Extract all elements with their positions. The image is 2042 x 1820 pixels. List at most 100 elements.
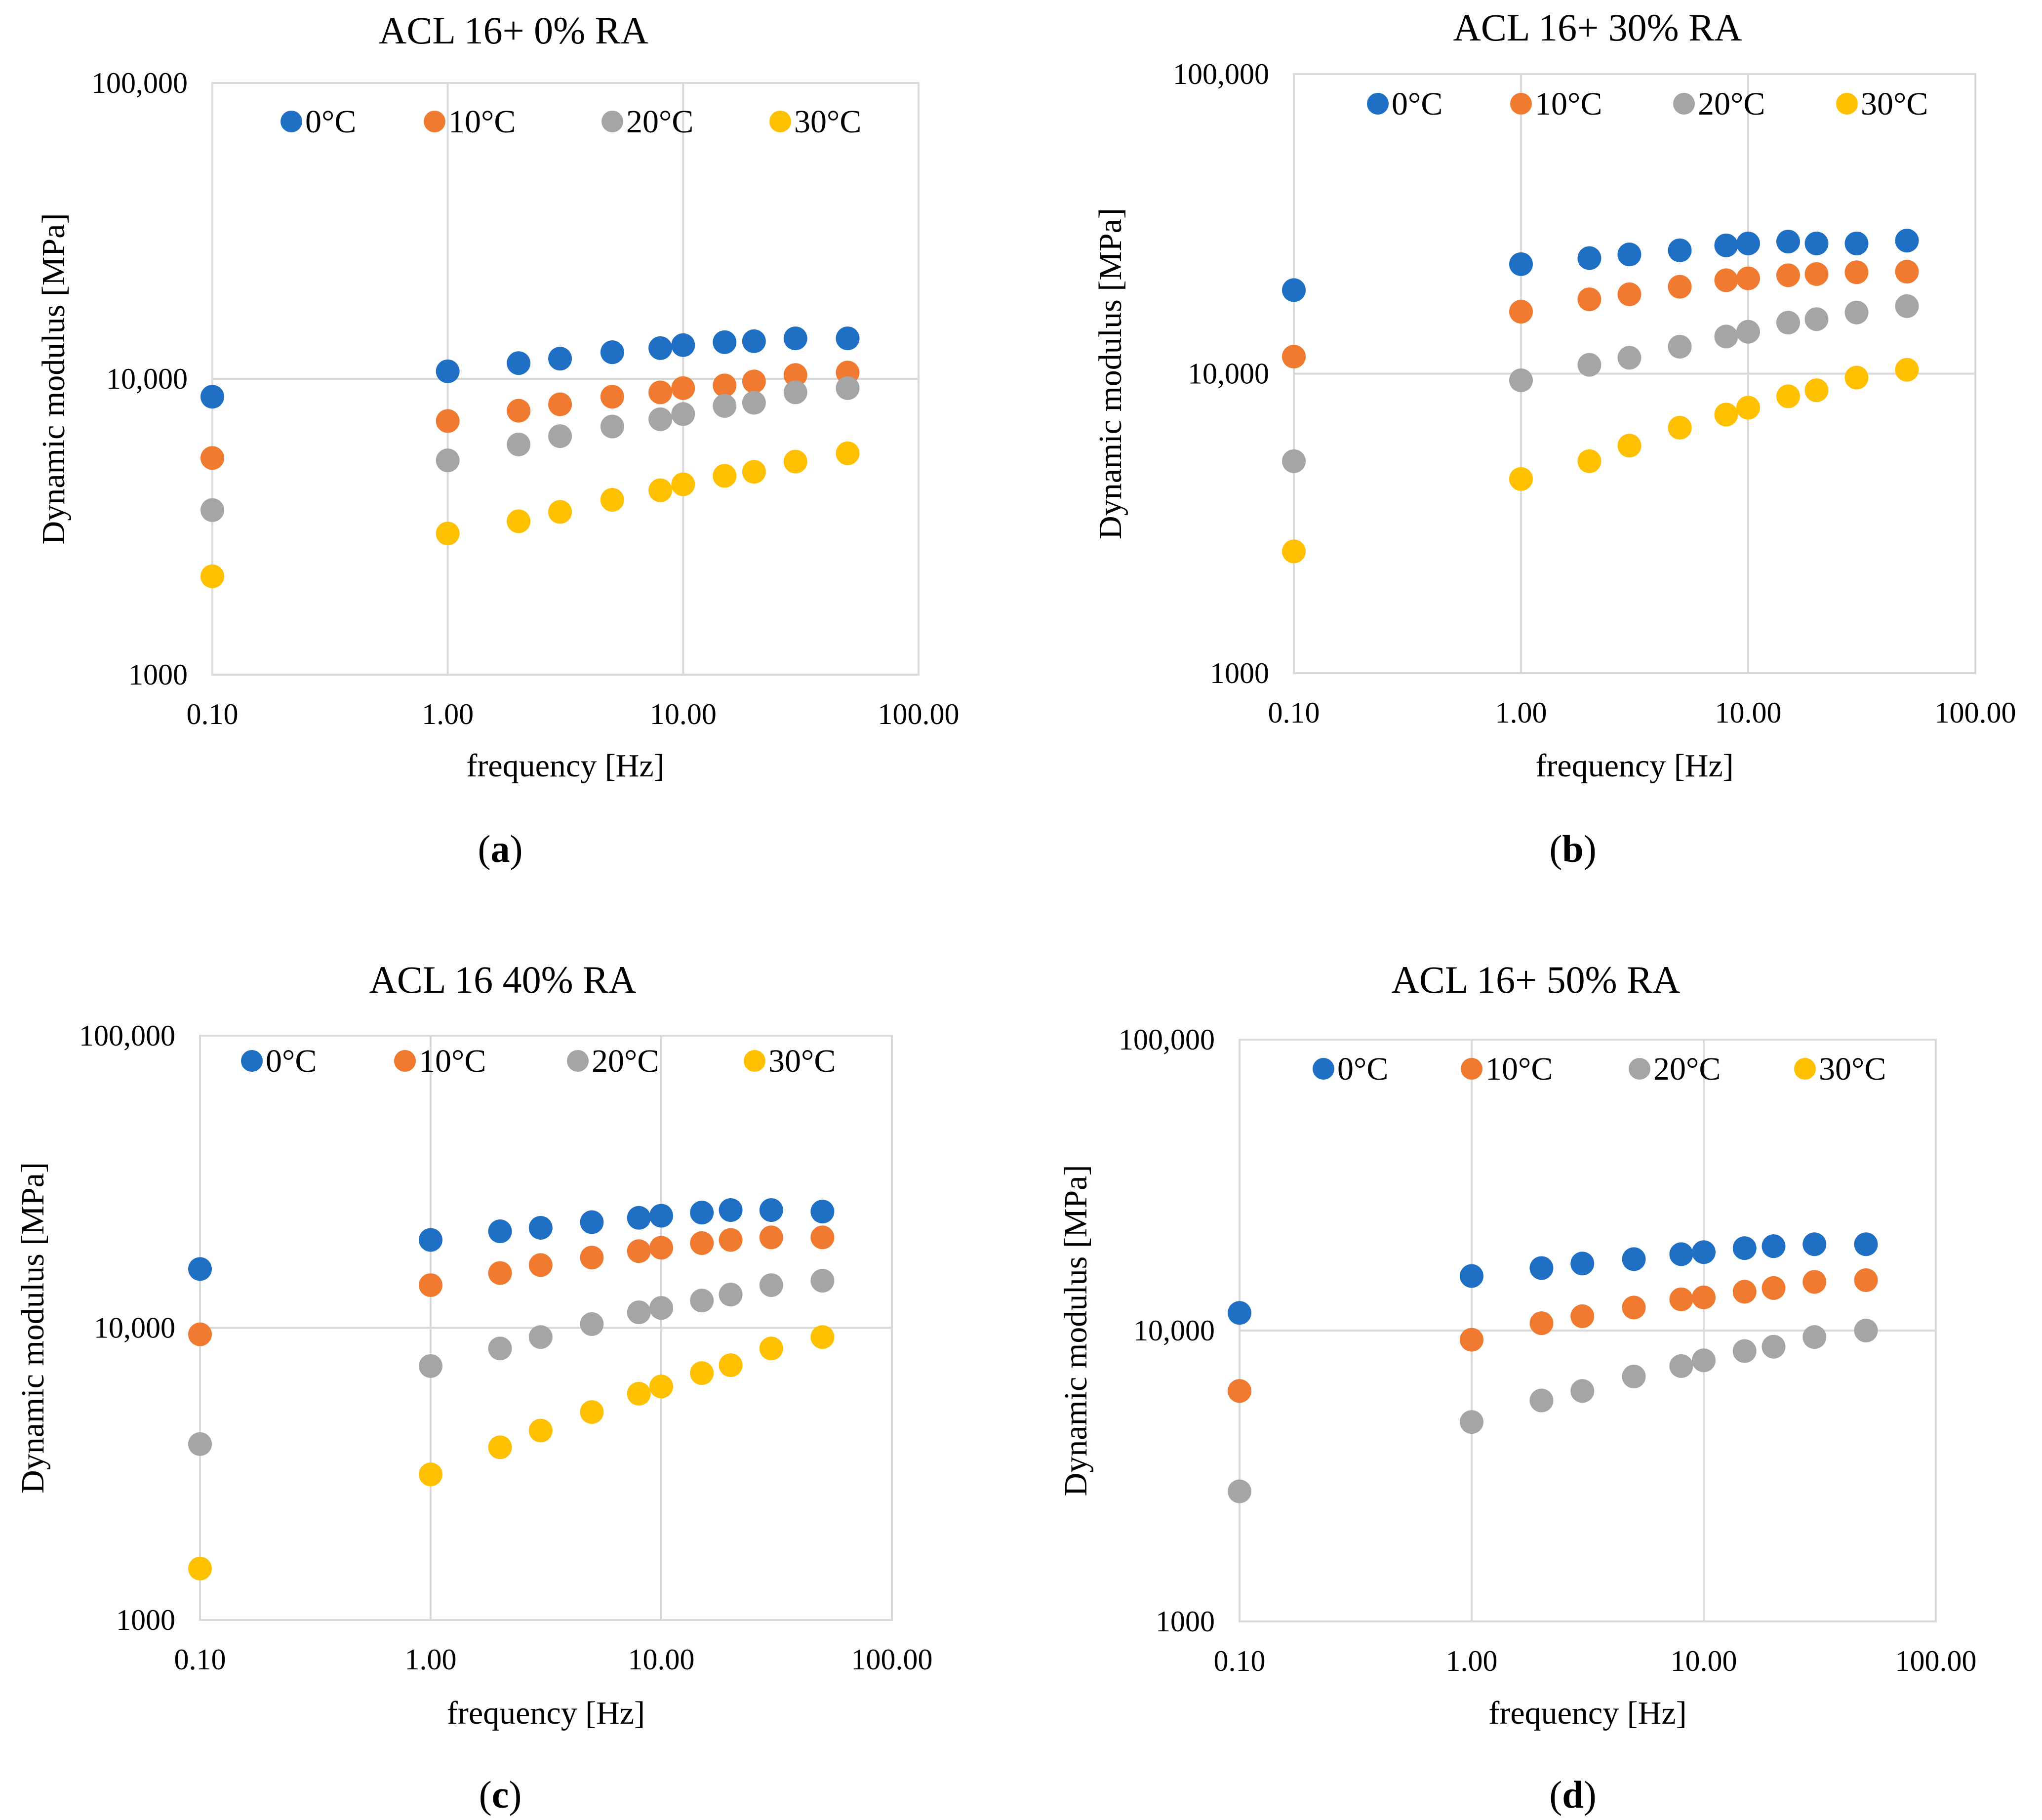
data-point <box>1668 275 1692 299</box>
data-point <box>488 1261 512 1285</box>
chart-panel-c: ACL 16 40% RA 0.10 1.00 10.00 100.00 1000 10,0… <box>15 958 933 1816</box>
data-point <box>742 460 766 484</box>
legend-marker <box>1367 93 1389 115</box>
data-point <box>1714 233 1738 257</box>
legend-label: 30°C <box>1861 86 1928 122</box>
data-point <box>1228 1301 1251 1325</box>
data-point <box>436 448 460 473</box>
legend-label: 0°C <box>1392 86 1442 122</box>
x-tick-label: 100.00 <box>878 698 960 730</box>
data-point <box>627 1381 651 1406</box>
data-point <box>1228 1379 1251 1403</box>
data-point <box>1577 246 1602 270</box>
data-point <box>783 326 807 351</box>
data-point <box>783 363 807 387</box>
data-point <box>1895 294 1919 318</box>
data-point <box>580 1210 604 1234</box>
data-point <box>719 1228 743 1252</box>
data-point <box>1692 1285 1716 1309</box>
legend-label: 0°C <box>266 1043 317 1079</box>
data-point <box>649 1375 673 1399</box>
chart-title: ACL 16 40% RA <box>369 958 637 1001</box>
x-tick-label: 0.10 <box>1214 1645 1266 1677</box>
data-point <box>1776 384 1801 408</box>
data-point <box>1228 1479 1251 1503</box>
series-10C <box>200 361 860 470</box>
chart-title: ACL 16+ 30% RA <box>1453 6 1742 49</box>
y-axis-title: Dynamic modulus [MPa] <box>1058 1165 1094 1496</box>
data-point <box>1804 307 1829 331</box>
data-point <box>648 380 673 404</box>
data-point <box>1804 231 1829 255</box>
data-point <box>1577 353 1602 377</box>
data-point <box>1854 1268 1878 1292</box>
data-point <box>1714 268 1738 292</box>
y-tick-label: 1000 <box>1156 1605 1215 1638</box>
legend-marker <box>1794 1058 1816 1080</box>
data-point <box>1509 467 1533 491</box>
data-point <box>548 424 572 448</box>
data-point <box>200 385 224 409</box>
data-point <box>1529 1256 1554 1280</box>
legend-marker <box>1629 1058 1650 1080</box>
series-20C <box>188 1269 835 1456</box>
data-point <box>1282 539 1306 564</box>
data-point <box>783 449 807 474</box>
data-point <box>1529 1388 1554 1413</box>
data-point <box>1617 282 1642 306</box>
x-tick-label: 10.00 <box>650 698 717 730</box>
data-point <box>1622 1365 1646 1389</box>
x-tick-label: 0.10 <box>174 1643 226 1676</box>
data-point <box>1622 1247 1646 1271</box>
legend: 0°C 10°C 20°C 30°C <box>241 1043 836 1079</box>
chart-panel-b: ACL 16+ 30% RA 0.10 1.00 10.00 100.00 1000 10,… <box>1092 6 2016 870</box>
legend-label: 0°C <box>305 104 356 140</box>
data-point <box>759 1336 783 1361</box>
y-axis-title: Dynamic modulus [MPa] <box>36 213 72 545</box>
data-point <box>759 1273 783 1297</box>
data-point <box>200 564 224 588</box>
data-point <box>742 329 766 353</box>
data-point <box>1714 403 1738 427</box>
data-point <box>713 394 737 418</box>
data-point <box>719 1198 743 1222</box>
panel-caption: (d) <box>1549 1773 1596 1816</box>
data-point <box>1732 1236 1757 1260</box>
data-point <box>580 1246 604 1270</box>
data-point <box>188 1432 212 1456</box>
x-tick-label: 10.00 <box>1715 696 1782 729</box>
data-point <box>759 1225 783 1250</box>
data-point <box>1802 1270 1827 1294</box>
data-point <box>548 347 572 371</box>
series-30C <box>1282 358 1919 564</box>
data-point <box>1460 1264 1483 1288</box>
data-point <box>719 1353 743 1377</box>
legend-label: 20°C <box>1698 86 1765 122</box>
data-point <box>713 330 737 354</box>
data-point <box>436 522 460 546</box>
y-tick-label: 1000 <box>116 1604 175 1636</box>
data-point <box>690 1231 714 1255</box>
data-point <box>690 1361 714 1385</box>
data-point <box>507 432 531 456</box>
series-30C <box>200 441 860 588</box>
x-axis-title: frequency [Hz] <box>1535 748 1733 784</box>
y-tick-label: 100,000 <box>1173 58 1269 90</box>
data-point <box>759 1198 783 1222</box>
data-point <box>1762 1276 1786 1300</box>
data-point <box>600 385 624 409</box>
data-point <box>548 500 572 524</box>
data-point <box>1617 434 1642 458</box>
data-point <box>1460 1328 1483 1352</box>
legend-marker <box>1313 1058 1334 1080</box>
data-point <box>1804 378 1829 403</box>
legend-marker <box>394 1050 416 1072</box>
data-point <box>1282 344 1306 368</box>
data-point <box>188 1322 212 1346</box>
data-point <box>649 1204 673 1228</box>
x-tick-label: 0.10 <box>187 698 239 730</box>
data-point <box>1570 1304 1595 1329</box>
data-point <box>1282 278 1306 302</box>
data-point <box>600 340 624 364</box>
data-point <box>810 1225 835 1250</box>
